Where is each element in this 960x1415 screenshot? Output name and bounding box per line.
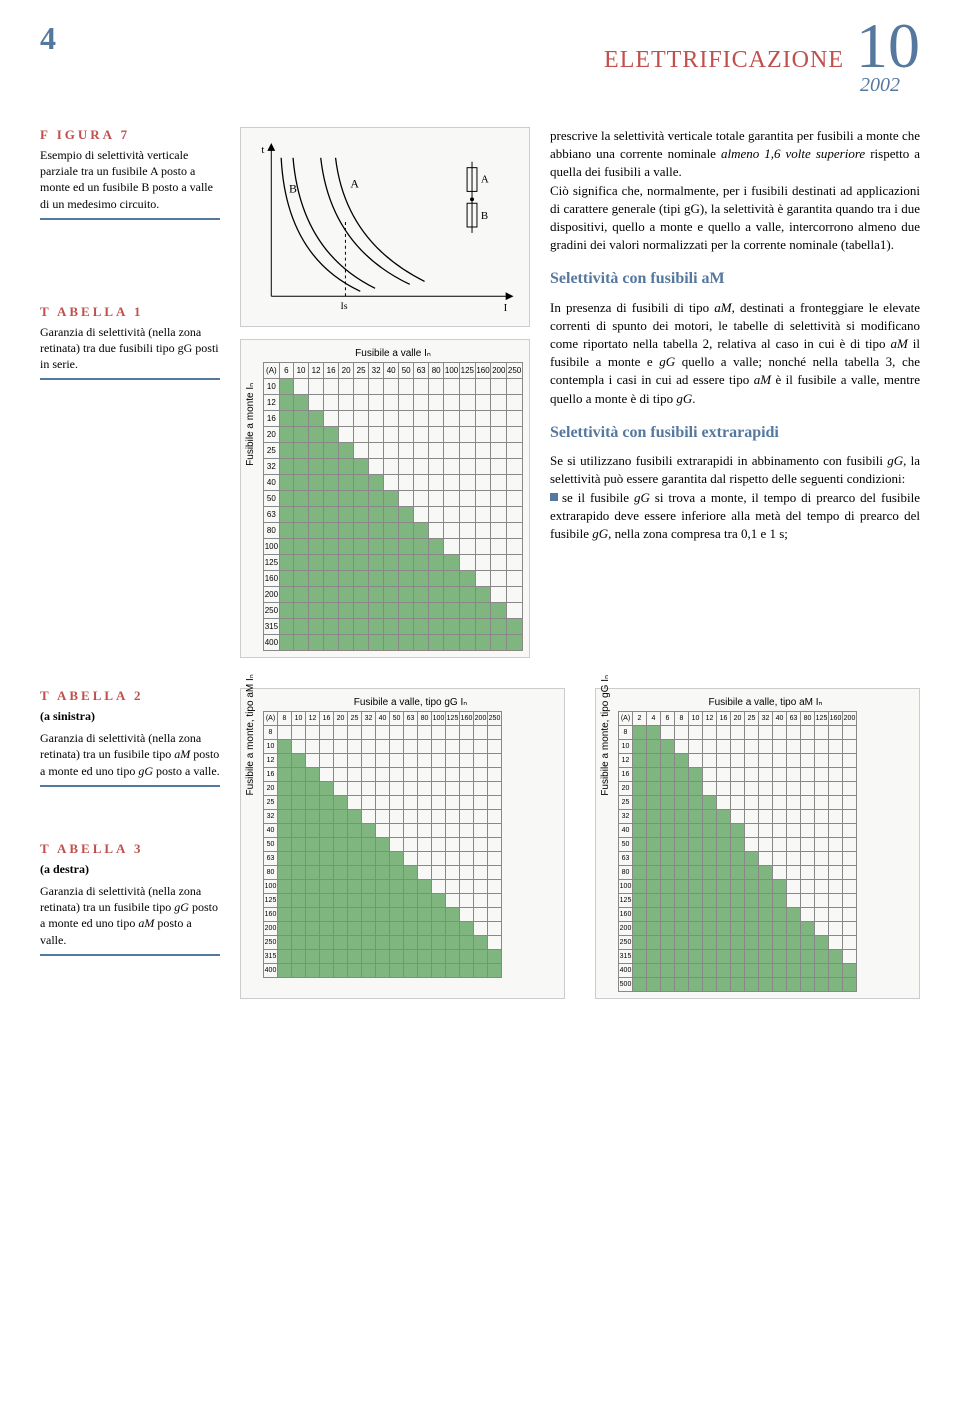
figure7-caption: Esempio di selettività verticale parzial… [40, 147, 220, 212]
Is-label: Is [341, 301, 348, 312]
body-text-column: prescrive la selettività verticale total… [550, 127, 920, 658]
curve-A-label: A [350, 176, 359, 190]
tabella2-ylabel: Fusibile a monte, tipo aM Iₙ [245, 674, 256, 795]
figure7-title: F IGURA 7 [40, 127, 220, 143]
tabella1-grid: Fusibile a monte Iₙ Fusibile a valle Iₙ … [240, 339, 530, 658]
caption-rule [40, 785, 220, 787]
caption-rule [40, 954, 220, 956]
curve-B-label: B [289, 181, 297, 195]
page-header: 4 ELETTRIFICAZIONE 10 2002 [40, 20, 920, 97]
caption-rule [40, 378, 220, 380]
tabella2-xlabel: Fusibile a valle, tipo gG Iₙ [263, 697, 558, 708]
header-issue-number: 10 [856, 10, 920, 81]
tabella1-caption: Garanzia di selettività (nella zona reti… [40, 324, 220, 373]
fuse-B-label: B [481, 210, 488, 222]
tabella3-subtitle: (a destra) [40, 862, 89, 876]
tabella2-grid: Fusibile a monte, tipo aM Iₙ Fusibile a … [240, 688, 565, 999]
header-title-word: ELETTRIFICAZIONE [604, 47, 844, 73]
tabella3-title: T ABELLA 3 [40, 841, 220, 857]
tabella2-title: T ABELLA 2 [40, 688, 220, 704]
subhead-1: Selettività con fusibili aM [550, 268, 920, 290]
body-p1: prescrive la selettività verticale total… [550, 128, 920, 179]
page-number: 4 [40, 20, 80, 57]
tabella1-xlabel: Fusibile a valle Iₙ [263, 348, 523, 359]
axis-I-label: I [504, 302, 508, 314]
tabella1-title: T ABELLA 1 [40, 304, 220, 320]
body-p3: In presenza di fusibili di tipo aM, dest… [550, 300, 920, 406]
fuse-A-label: A [481, 174, 489, 186]
body-p5: se il fusibile gG si trova a monte, il t… [550, 490, 920, 541]
bullet-icon [550, 493, 558, 501]
tabella2-caption: Garanzia di selettività (nella zona reti… [40, 730, 220, 779]
body-p4: Se si utilizzano fusibili extrarapidi in… [550, 453, 920, 486]
tabella2-subtitle: (a sinistra) [40, 709, 95, 723]
tabella3-grid: Fusibile a monte, tipo gG Iₙ Fusibile a … [595, 688, 920, 999]
tabella1-ylabel: Fusibile a monte Iₙ [245, 382, 256, 465]
tabella3-ylabel: Fusibile a monte, tipo gG Iₙ [600, 674, 611, 795]
tabella3-xlabel: Fusibile a valle, tipo aM Iₙ [618, 697, 913, 708]
header-year: 2002 [80, 74, 900, 97]
body-p2: Ciò significa che, normalmente, per i fu… [550, 183, 920, 253]
figure7-diagram: t I B A Is A [240, 127, 530, 327]
tabella3-caption: Garanzia di selettività (nella zona reti… [40, 883, 220, 948]
subhead-2: Selettività con fusibili extrarapidi [550, 422, 920, 444]
axis-t-label: t [261, 144, 264, 156]
caption-rule [40, 218, 220, 220]
